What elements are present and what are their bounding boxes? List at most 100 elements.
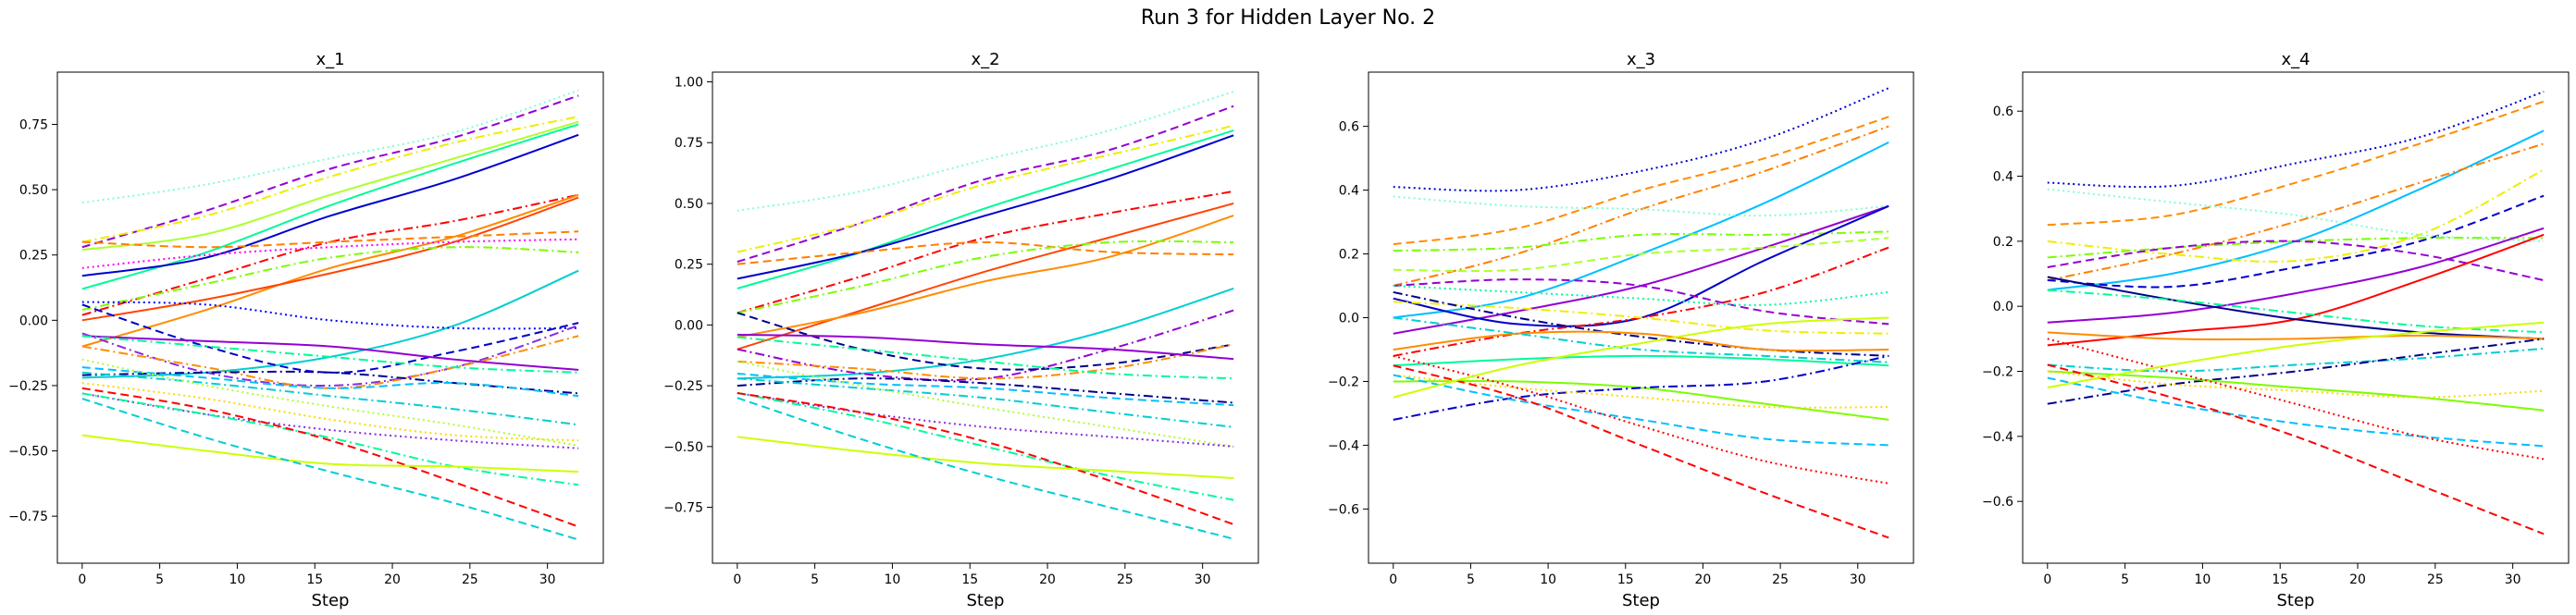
series-line-19 xyxy=(2047,376,2545,448)
series-line-11 xyxy=(737,288,1234,380)
subplot-3: x_3 0 5 10 15 20 25 30 −0.6 −0.4 −0.2 0.0 0.2 0.4 0.6 S… xyxy=(1328,50,1914,610)
y-tick-label: −0.75 xyxy=(663,501,703,516)
series-line-13 xyxy=(2047,289,2545,334)
series-line-16 xyxy=(2047,338,2545,405)
series-line-16 xyxy=(737,336,1234,380)
x-tick-label: 25 xyxy=(1772,572,1789,587)
series-line-19 xyxy=(81,335,579,374)
series-line-21 xyxy=(81,366,579,398)
y-tick-label: 0.6 xyxy=(1339,120,1359,135)
y-tick-label: 0.75 xyxy=(19,117,48,132)
axes-frame xyxy=(56,71,604,564)
series-line-20 xyxy=(737,360,1234,448)
series-line-6 xyxy=(2047,194,2545,289)
x-tick-label: 15 xyxy=(306,572,323,587)
series-group xyxy=(737,91,1234,540)
series-line-9 xyxy=(1393,237,1889,273)
x-tick-label: 30 xyxy=(2505,572,2521,587)
x-tick-label: 25 xyxy=(1117,572,1133,587)
series-line-26 xyxy=(81,392,579,486)
y-tick-label: 0.0 xyxy=(1993,300,2013,314)
series-line-5 xyxy=(1393,195,1889,217)
series-line-16 xyxy=(81,325,579,387)
x-tick-label: 15 xyxy=(1617,572,1634,587)
series-line-22 xyxy=(1393,354,1889,485)
axes-frame xyxy=(2022,71,2570,564)
y-tick-label: −0.50 xyxy=(663,440,703,455)
series-line-10 xyxy=(737,240,1234,314)
series-line-10 xyxy=(1393,246,1889,357)
y-tick-label: −0.50 xyxy=(8,445,48,460)
y-tick-label: 0.2 xyxy=(1339,248,1359,263)
subplot-2: x_2 0 5 10 15 20 25 30 −0.75 −0.50 −0.25 0.00 0.25 0.… xyxy=(663,50,1259,610)
series-line-17 xyxy=(1393,354,1889,367)
series-line-10 xyxy=(81,230,579,249)
y-tick-label: −0.4 xyxy=(1982,430,2013,445)
series-line-13 xyxy=(1393,301,1889,335)
series-line-18 xyxy=(2047,370,2545,399)
subplot-title: x_3 xyxy=(1627,50,1655,69)
y-tick-label: 0.00 xyxy=(19,314,48,328)
subplot-4: x_4 0 5 10 15 20 25 30 −0.6 −0.4 −0.2 0.0 0.2 0.4 0.6 S… xyxy=(1982,50,2570,610)
series-line-10 xyxy=(2047,227,2545,324)
y-tick-label: −0.25 xyxy=(8,379,48,394)
x-tick-label: 15 xyxy=(2272,572,2288,587)
series-line-11 xyxy=(81,238,579,269)
figure-suptitle: Run 3 for Hidden Layer No. 2 xyxy=(1141,6,1435,30)
y-tick-label: 0.25 xyxy=(19,249,48,264)
x-axis-label: Step xyxy=(967,591,1005,610)
series-group xyxy=(81,89,579,541)
subplot-1: x_1 0 5 10 15 20 25 30 −0.75 −0.50 −0.25 0.00 0.25 0.… xyxy=(8,50,604,610)
x-tick-label: 25 xyxy=(2427,572,2444,587)
series-line-11 xyxy=(1393,278,1889,326)
subplot-title: x_4 xyxy=(2281,50,2310,69)
series-line-9 xyxy=(737,241,1234,265)
series-line-13 xyxy=(737,312,1234,371)
subplots: x_10 5 10 15 20 25 30−0.75−0.50−0.250.000.250.… xyxy=(8,50,2570,610)
y-tick-label: 0.0 xyxy=(1339,312,1359,326)
series-line-5 xyxy=(737,134,1234,280)
x-tick-label: 20 xyxy=(1039,572,1056,587)
series-line-9 xyxy=(81,196,579,322)
series-group xyxy=(2047,91,2545,535)
y-tick-label: 0.4 xyxy=(1993,170,2013,185)
series-line-7 xyxy=(737,202,1234,351)
series-line-24 xyxy=(1393,316,1889,399)
x-tick-label: 5 xyxy=(811,572,819,587)
series-line-15 xyxy=(1393,330,1889,352)
y-tick-label: 0.00 xyxy=(675,318,703,333)
y-tick-label: 0.50 xyxy=(675,197,703,212)
x-axis-label: Step xyxy=(2277,591,2315,610)
y-tick-label: 0.50 xyxy=(19,183,48,198)
y-tick-label: −0.75 xyxy=(8,510,48,524)
series-line-5 xyxy=(81,123,579,290)
x-tick-label: 0 xyxy=(733,572,741,587)
series-line-3 xyxy=(2047,129,2545,291)
series-line-21 xyxy=(737,392,1234,448)
series-line-1 xyxy=(1393,87,1889,192)
series-line-22 xyxy=(2047,321,2545,389)
y-tick-label: 0.75 xyxy=(675,136,703,151)
series-line-2 xyxy=(1393,116,1889,246)
series-line-25 xyxy=(81,392,579,449)
x-tick-label: 20 xyxy=(2349,572,2366,587)
subplot-title: x_1 xyxy=(316,50,344,69)
series-line-19 xyxy=(737,377,1234,428)
series-line-4 xyxy=(81,120,579,252)
series-line-1 xyxy=(81,89,579,204)
y-tick-label: −0.6 xyxy=(1982,495,2013,510)
series-line-22 xyxy=(81,371,579,426)
series-line-18 xyxy=(737,372,1234,407)
series-line-14 xyxy=(737,343,1234,380)
x-tick-label: 30 xyxy=(539,572,556,587)
series-line-9 xyxy=(2047,240,2545,282)
y-tick-label: −0.2 xyxy=(1982,365,2013,380)
y-tick-label: 0.25 xyxy=(675,258,703,273)
series-line-29 xyxy=(81,398,579,541)
x-tick-label: 0 xyxy=(1389,572,1397,587)
series-line-25 xyxy=(737,397,1234,540)
series-line-21 xyxy=(1393,374,1889,447)
series-line-6 xyxy=(737,190,1234,314)
x-tick-label: 10 xyxy=(2195,572,2211,587)
series-line-27 xyxy=(81,387,579,528)
